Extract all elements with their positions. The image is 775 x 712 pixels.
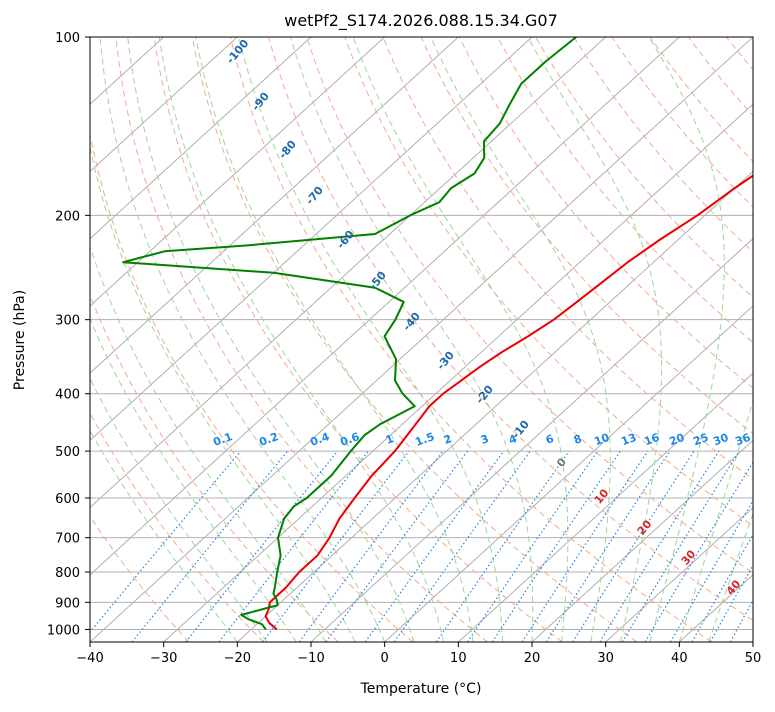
y-tick-label: 500: [55, 445, 80, 460]
y-tick-label: 400: [55, 388, 80, 403]
x-tick-label: 20: [524, 651, 541, 666]
x-tick-label: −10: [297, 651, 324, 666]
x-tick-label: −30: [150, 651, 177, 666]
y-tick-label: 800: [55, 566, 80, 581]
x-tick-label: 40: [671, 651, 688, 666]
y-tick-label: 900: [55, 596, 80, 611]
y-tick-label: 700: [55, 532, 80, 547]
y-tick-label: 100: [55, 31, 80, 46]
y-axis-label: Pressure (hPa): [12, 290, 28, 390]
x-tick-label: −20: [224, 651, 251, 666]
x-tick-label: 50: [745, 651, 762, 666]
y-tick-label: 1000: [47, 623, 80, 638]
y-tick-label: 200: [55, 209, 80, 224]
x-tick-label: −40: [76, 651, 103, 666]
x-tick-label: 30: [597, 651, 614, 666]
chart-title: wetPf2_S174.2026.088.15.34.G07: [284, 11, 558, 31]
y-tick-label: 300: [55, 314, 80, 329]
x-axis-label: Temperature (°C): [360, 681, 482, 697]
x-tick-label: 10: [450, 651, 467, 666]
y-tick-label: 600: [55, 492, 80, 507]
x-tick-label: 0: [381, 651, 389, 666]
